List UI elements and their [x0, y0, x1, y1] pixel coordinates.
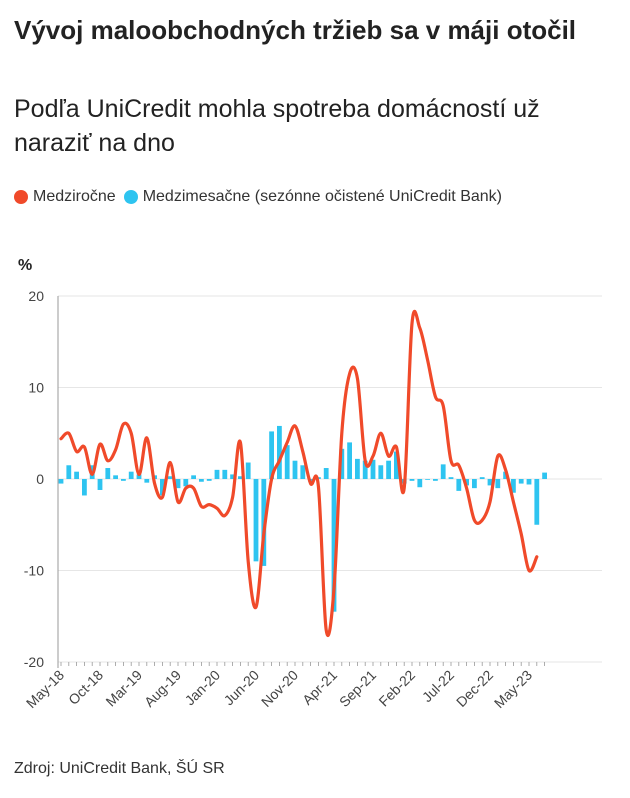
legend-item-line: Medziročne: [14, 185, 116, 209]
bar: [160, 479, 165, 496]
bar: [300, 465, 306, 479]
bar: [206, 479, 212, 481]
x-tick-label: Feb-22: [375, 667, 418, 710]
bar: [417, 479, 423, 488]
bar: [448, 477, 454, 479]
bar: [534, 479, 540, 525]
bar: [277, 425, 282, 479]
bar: [292, 460, 298, 479]
bar: [183, 479, 189, 487]
bar: [238, 476, 243, 479]
bar: [82, 479, 87, 496]
y-tick-label: 0: [36, 471, 44, 487]
bar: [167, 476, 173, 479]
bar: [409, 479, 415, 481]
source-note: Zdroj: UniCredit Bank, ŠÚ SR: [14, 760, 225, 777]
bar: [136, 474, 142, 479]
y-tick-label: -10: [24, 563, 44, 579]
bar: [355, 458, 360, 479]
bar: [370, 459, 376, 479]
bar: [526, 479, 532, 485]
bar: [97, 479, 103, 490]
x-tick-label: Jun-20: [221, 667, 263, 709]
x-tick-label: Dec-22: [453, 667, 496, 710]
bar: [378, 465, 384, 479]
bar: [339, 448, 345, 479]
y-unit-label: %: [18, 257, 32, 274]
chart-area: % 20 10 0 -10 -20May-18Oct-18Mar-19Aug-19Jan-…: [18, 257, 602, 711]
x-tick-label: Aug-19: [141, 667, 184, 710]
bar: [495, 479, 501, 489]
legend-swatch-line: [14, 190, 28, 204]
legend-label-line: Medziročne: [33, 188, 116, 205]
x-tick-label: Nov-20: [258, 667, 301, 710]
chart-subtitle: Podľa UniCredit mohla spotreba domácnost…: [14, 95, 540, 157]
bar: [214, 469, 220, 479]
y-tick-label: -20: [24, 654, 44, 670]
x-tick-label: Jan-20: [182, 667, 224, 709]
bar: [511, 479, 516, 493]
bar: [472, 479, 477, 489]
bar: [121, 479, 126, 481]
bar: [66, 465, 72, 479]
bar: [74, 471, 79, 479]
bar: [362, 460, 368, 479]
legend-item-bar: Medzimesačne (sezónne očistené UniCredit…: [123, 185, 502, 209]
bar: [191, 475, 196, 479]
bar: [542, 472, 547, 479]
y-tick-label: 10: [28, 380, 44, 396]
bar: [331, 479, 337, 612]
bar: [222, 469, 228, 479]
bar: [230, 474, 235, 479]
bar: [175, 479, 181, 489]
x-tick-label: Mar-19: [102, 667, 145, 710]
bar: [269, 431, 274, 479]
legend: Medziročne Medzimesačne (sezónne očisten…: [14, 185, 510, 209]
legend-label-bar: Medzimesačne (sezónne očistené UniCredit…: [142, 188, 502, 205]
bar: [245, 462, 251, 479]
bar: [323, 468, 329, 479]
y-tick-label: 20: [28, 288, 44, 304]
legend-swatch-bar: [123, 190, 138, 204]
bar: [440, 464, 446, 479]
bar: [518, 479, 524, 484]
bar: [433, 479, 438, 481]
bar: [58, 479, 64, 484]
bar: [113, 475, 118, 479]
bar: [128, 471, 134, 479]
x-tick-label: May-23: [491, 667, 535, 711]
bar: [456, 479, 462, 491]
bar: [144, 479, 150, 483]
bar: [284, 445, 290, 479]
bar: [394, 451, 399, 479]
bar: [487, 479, 493, 486]
x-tick-label: Sep-21: [336, 667, 379, 710]
bar: [199, 479, 204, 482]
bar: [347, 442, 352, 479]
x-tick-label: Jul-22: [419, 667, 457, 705]
x-tick-label: May-18: [23, 667, 67, 711]
bar: [479, 477, 485, 479]
x-tick-label: Apr-21: [299, 667, 340, 708]
bar: [425, 479, 430, 480]
bar: [386, 460, 391, 479]
bar: [105, 468, 111, 479]
bar: [253, 479, 259, 562]
chart-title: Vývoj maloobchodných tržieb sa v máji ot…: [14, 15, 577, 45]
x-tick-label: Oct-18: [65, 667, 106, 708]
series-line-medzirocne: [59, 309, 539, 638]
bar: [464, 479, 469, 486]
